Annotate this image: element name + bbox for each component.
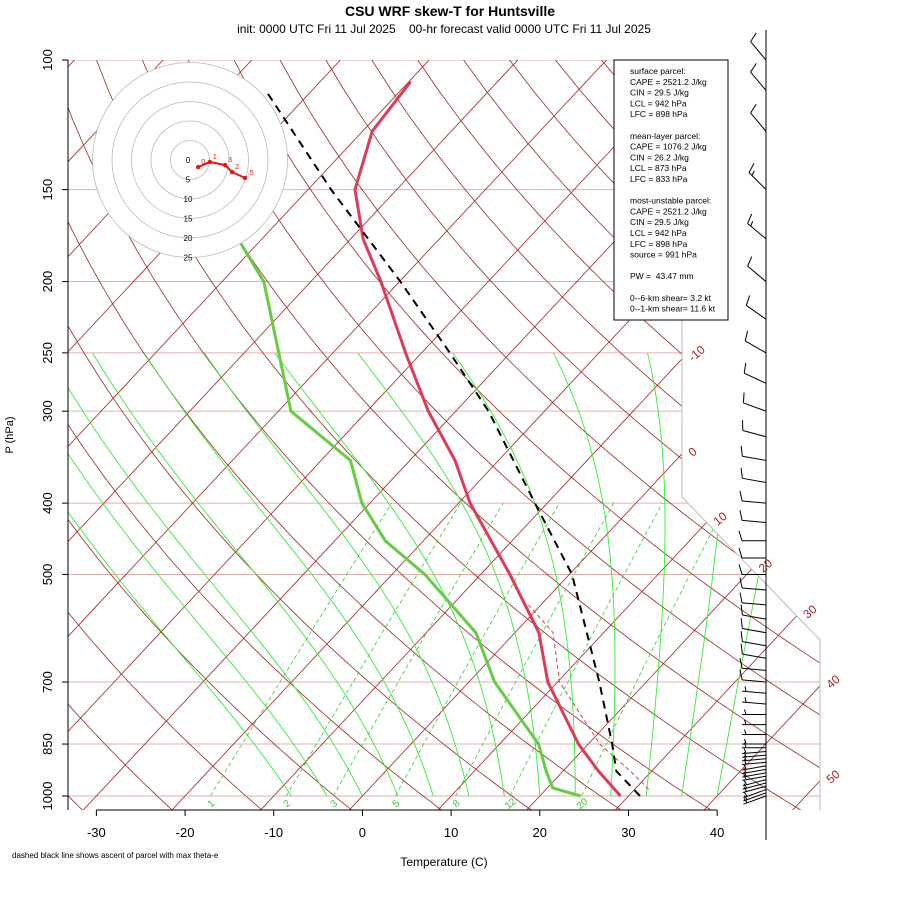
y-tick-label: 850 xyxy=(40,733,55,755)
info-line: LFC = 833 hPa xyxy=(630,174,688,184)
info-line: CIN = 29.5 J/kg xyxy=(630,217,689,227)
footnote: dashed black line shows ascent of parcel… xyxy=(12,851,219,860)
info-line: most-unstable parcel: xyxy=(630,196,711,206)
hodograph-point xyxy=(230,170,234,174)
y-tick-label: 700 xyxy=(40,671,55,693)
info-line: 0--1-km shear= 11.6 kt xyxy=(630,304,716,314)
hodograph-point xyxy=(243,176,247,180)
x-axis-label: Temperature (C) xyxy=(400,855,487,869)
y-tick-label: 200 xyxy=(40,271,55,293)
hodograph-point-label: .5 xyxy=(248,170,254,177)
x-tick-label: 0 xyxy=(359,825,366,840)
y-tick-label: 300 xyxy=(40,400,55,422)
y-tick-label: 1000 xyxy=(40,782,55,811)
chart-subtitle: init: 0000 UTC Fri 11 Jul 2025 00-hr for… xyxy=(237,22,651,36)
info-line: CAPE = 2521.2 J/kg xyxy=(630,77,707,87)
hodograph-point xyxy=(223,163,227,167)
hodograph-point-label: 3 xyxy=(228,157,232,164)
y-tick-label: 500 xyxy=(40,564,55,586)
info-line: surface parcel: xyxy=(630,66,686,76)
x-tick-label: 40 xyxy=(710,825,724,840)
barb-full xyxy=(743,393,744,403)
info-line: source = 991 hPa xyxy=(630,250,697,260)
x-tick-label: -20 xyxy=(176,825,195,840)
hodograph-point-label: 1 xyxy=(213,154,217,161)
info-line: LFC = 898 hPa xyxy=(630,109,688,119)
y-tick-label: 400 xyxy=(40,492,55,514)
hodograph-ring-label: 25 xyxy=(184,254,193,263)
y-axis-label: P (hPa) xyxy=(4,416,16,453)
x-tick-label: 20 xyxy=(533,825,547,840)
info-line: mean-layer parcel: xyxy=(630,131,700,141)
x-tick-label: 10 xyxy=(444,825,458,840)
x-tick-label: 30 xyxy=(621,825,635,840)
hodograph-ring-label: 0 xyxy=(186,156,191,165)
info-line: PW = 43.47 mm xyxy=(630,271,694,281)
info-line: LFC = 898 hPa xyxy=(630,239,688,249)
info-line: CAPE = 1076.2 J/kg xyxy=(630,142,707,152)
hodograph-point xyxy=(196,165,200,169)
info-line: 0--6-km shear= 3.2 kt xyxy=(630,293,712,303)
hodograph-ring-label: 5 xyxy=(186,176,191,185)
hodograph-ring-label: 15 xyxy=(184,215,193,224)
hodograph-point-label: 0 xyxy=(201,159,205,166)
info-line: LCL = 873 hPa xyxy=(630,163,687,173)
x-tick-label: -30 xyxy=(87,825,106,840)
info-line: CIN = 26.2 J/kg xyxy=(630,152,689,162)
info-line: CIN = 29.5 J/kg xyxy=(630,88,689,98)
info-line: CAPE = 2521.2 J/kg xyxy=(630,206,707,216)
y-tick-label: 150 xyxy=(40,179,55,201)
hodograph-ring-label: 10 xyxy=(184,195,193,204)
chart-title: CSU WRF skew-T for Huntsville xyxy=(345,3,555,19)
y-tick-label: 100 xyxy=(40,49,55,71)
hodograph-point xyxy=(208,160,212,164)
hodograph-point-label: 2 xyxy=(235,164,239,171)
x-tick-label: -10 xyxy=(264,825,283,840)
info-line: LCL = 942 hPa xyxy=(630,228,687,238)
info-line: LCL = 942 hPa xyxy=(630,98,687,108)
y-tick-label: 250 xyxy=(40,342,55,364)
hodograph-ring-label: 20 xyxy=(184,234,193,243)
